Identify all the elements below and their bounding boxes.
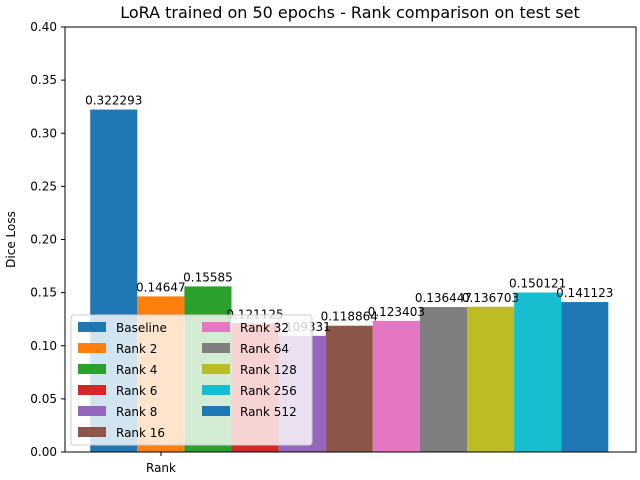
legend-swatch [78, 385, 106, 395]
y-tick-label: 0.15 [30, 286, 57, 300]
legend: Baseline Rank 2 Rank 4 Rank 6 Rank 8 Rank 16 R… [70, 314, 313, 446]
legend-swatch [78, 322, 106, 332]
legend-swatch [202, 322, 230, 332]
legend-entry-rank-512: Rank 512 [240, 405, 297, 419]
chart-title: LoRA trained on 50 epochs - Rank compari… [120, 3, 580, 22]
data-label-rank-16: 0.118864 [321, 310, 378, 324]
y-tick-label: 0.20 [30, 233, 57, 247]
x-tick-label: Rank [146, 461, 176, 475]
bar-rank-16 [325, 325, 373, 452]
legend-swatch [202, 343, 230, 353]
y-tick-label: 0.05 [30, 392, 57, 406]
data-label-baseline: 0.322293 [85, 94, 142, 108]
y-tick-label: 0.30 [30, 126, 57, 140]
y-tick-label: 0.35 [30, 73, 57, 87]
data-label-rank-32: 0.123403 [368, 305, 425, 319]
legend-entry-rank-4: Rank 4 [116, 363, 157, 377]
legend-swatch [202, 406, 230, 416]
bar-rank-32 [372, 320, 420, 452]
data-label-rank-64: 0.136447 [415, 291, 472, 305]
legend-swatch [78, 364, 106, 374]
bar-rank-64 [419, 307, 467, 452]
legend-entry-baseline: Baseline [116, 321, 167, 335]
legend-entry-rank-16: Rank 16 [116, 426, 165, 440]
bar-rank-128 [467, 306, 515, 452]
legend-entry-rank-128: Rank 128 [240, 363, 297, 377]
y-tick-label: 0.40 [30, 20, 57, 34]
data-label-rank-512: 0.141123 [556, 286, 613, 300]
legend-swatch [202, 385, 230, 395]
legend-entry-rank-32: Rank 32 [240, 321, 289, 335]
data-label-rank-128: 0.136703 [462, 291, 519, 305]
x-axis: Rank [146, 452, 176, 475]
plot-frame [64, 26, 637, 453]
legend-swatch [78, 343, 106, 353]
data-label-rank-256: 0.150121 [509, 276, 566, 290]
data-label-rank-4: 0.15585 [183, 270, 233, 284]
bar-rank-256 [514, 292, 562, 452]
y-axis: 0.00 0.05 0.10 0.15 0.20 0.25 0.30 0.35 0.40 [30, 20, 65, 459]
legend-entry-rank-2: Rank 2 [116, 342, 157, 356]
y-tick-label: 0.10 [30, 339, 57, 353]
legend-entry-rank-6: Rank 6 [116, 384, 157, 398]
y-axis-label: Dice Loss [4, 211, 18, 268]
legend-swatch [78, 427, 106, 437]
legend-entry-rank-64: Rank 64 [240, 342, 289, 356]
legend-entry-rank-8: Rank 8 [116, 405, 157, 419]
legend-swatch [78, 406, 106, 416]
y-tick-label: 0.00 [30, 445, 57, 459]
data-label-rank-2: 0.14647 [136, 280, 186, 294]
legend-entry-rank-256: Rank 256 [240, 384, 297, 398]
legend-box [70, 314, 313, 446]
bar-rank-512 [561, 302, 609, 452]
legend-swatch [202, 364, 230, 374]
y-tick-label: 0.25 [30, 179, 57, 193]
